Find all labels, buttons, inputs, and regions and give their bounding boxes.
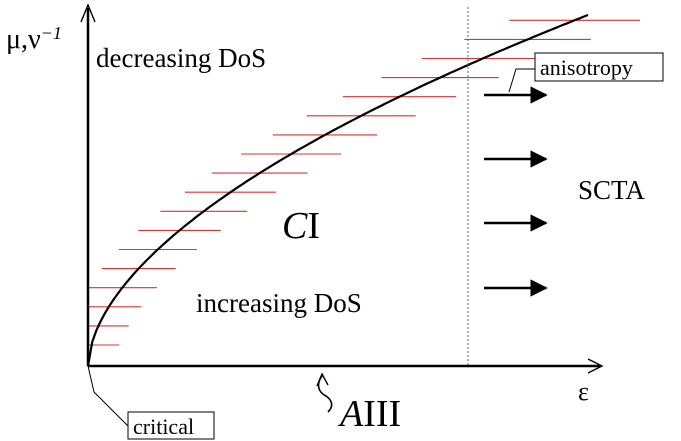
anisotropy-arrows bbox=[484, 86, 548, 297]
increasing-dos-label: increasing DoS bbox=[196, 288, 362, 318]
aiii-annotation: AIII bbox=[316, 372, 401, 435]
scta-label: SCTA bbox=[578, 175, 645, 205]
critical-label: critical bbox=[133, 414, 194, 439]
anisotropy-callout: anisotropy bbox=[508, 52, 664, 93]
decreasing-dos-label: decreasing DoS bbox=[96, 43, 266, 73]
anisotropy-label: anisotropy bbox=[540, 55, 633, 80]
ci-label: CI bbox=[282, 205, 320, 247]
x-axis-label: ε bbox=[578, 377, 589, 406]
aiii-label: AIII bbox=[337, 393, 401, 435]
y-axis-arrowhead bbox=[80, 3, 96, 23]
y-axis-label: μ,ν−1 bbox=[6, 23, 62, 55]
critical-callout: critical bbox=[87, 365, 215, 440]
x-axis-arrowhead bbox=[587, 358, 604, 374]
phase-boundary-curve bbox=[86, 13, 589, 367]
